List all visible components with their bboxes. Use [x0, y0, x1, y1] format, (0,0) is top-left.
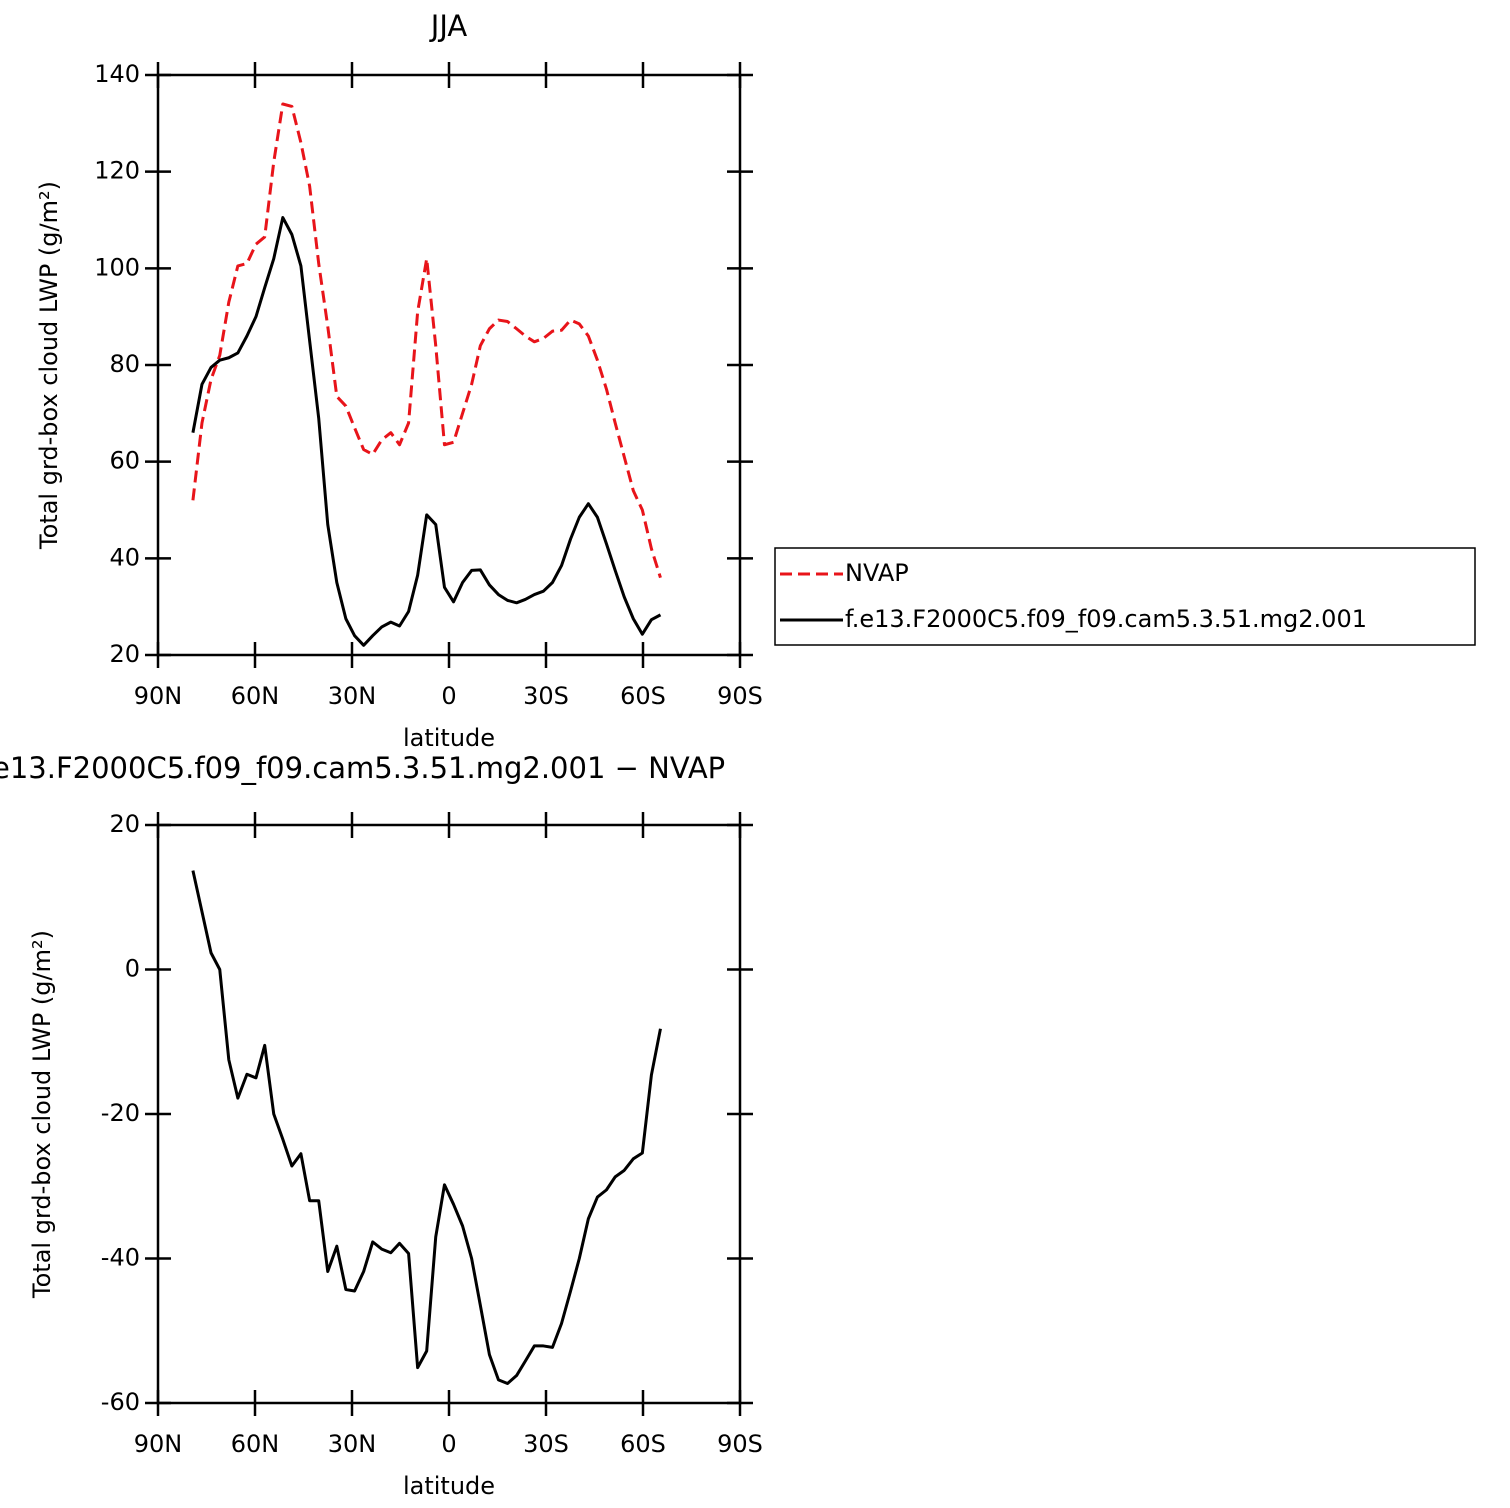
x-tick-label: 90S — [717, 1430, 763, 1458]
x-tick-label: 30N — [328, 682, 377, 710]
x-tick-label: 90N — [134, 1430, 183, 1458]
x-tick-label: 30S — [523, 1430, 569, 1458]
y-tick-label: -20 — [101, 1099, 140, 1127]
chart-title: JJA — [429, 9, 468, 43]
y-tick-label: 60 — [109, 447, 140, 475]
x-tick-label: 0 — [441, 1430, 456, 1458]
legend-label: NVAP — [845, 559, 909, 587]
plot-frame — [156, 73, 742, 657]
y-tick-label: 120 — [94, 157, 140, 185]
x-tick-label: 0 — [441, 682, 456, 710]
x-tick-label: 30S — [523, 682, 569, 710]
y-tick-label: 80 — [109, 350, 140, 378]
plot-frame — [156, 823, 742, 1405]
x-tick-label: 60N — [231, 1430, 280, 1458]
legend-box — [774, 547, 1476, 646]
x-tick-label: 30N — [328, 1430, 377, 1458]
y-tick-label: 40 — [109, 543, 140, 571]
data-line — [191, 216, 662, 647]
x-tick-label: 90S — [717, 682, 763, 710]
y-tick-label: 100 — [94, 253, 140, 281]
y-tick-label: 20 — [109, 810, 140, 838]
y-axis-label: Total grd-box cloud LWP (g/m²) — [35, 181, 63, 550]
y-tick-label: 0 — [125, 955, 140, 983]
x-tick-label: 60S — [620, 682, 666, 710]
data-line — [191, 870, 662, 1385]
y-tick-label: -60 — [101, 1388, 140, 1416]
chart-title: e13.F2000C5.f09_f09.cam5.3.51.mg2.001 − … — [0, 751, 725, 785]
x-tick-label: 60N — [231, 682, 280, 710]
legend-label: f.e13.F2000C5.f09_f09.cam5.3.51.mg2.001 — [845, 605, 1367, 633]
x-tick-label: 60S — [620, 1430, 666, 1458]
data-line — [191, 102, 662, 579]
x-axis-label: latitude — [403, 724, 495, 752]
y-tick-label: -40 — [101, 1244, 140, 1272]
x-axis-label: latitude — [403, 1472, 495, 1500]
y-axis-label: Total grd-box cloud LWP (g/m²) — [28, 930, 56, 1299]
y-tick-label: 20 — [109, 640, 140, 668]
x-tick-label: 90N — [134, 682, 183, 710]
y-tick-label: 140 — [94, 60, 140, 88]
